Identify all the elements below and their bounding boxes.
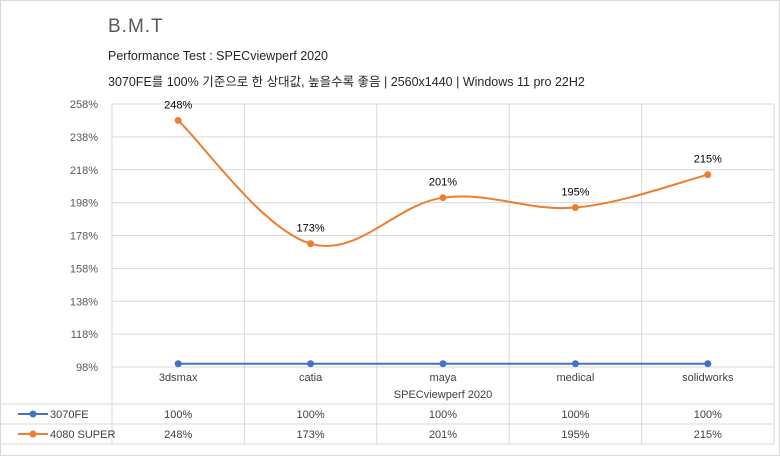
table-value-cell: 100% xyxy=(297,409,325,421)
table-value-cell: 100% xyxy=(694,409,722,421)
table-value-cell: 201% xyxy=(429,429,457,441)
chart-title: B.M.T xyxy=(108,16,164,37)
y-tick-label: 98% xyxy=(76,362,98,374)
data-table: 3070FE 100% 100% 100% 100% 100% 4080 SUPER 248%… xyxy=(0,403,774,445)
table-value-cell: 100% xyxy=(429,409,457,421)
data-point xyxy=(704,171,712,179)
data-label: 201% xyxy=(429,177,457,189)
series-line-1 xyxy=(177,119,709,247)
x-category-label: maya xyxy=(430,372,458,384)
x-axis-title: SPECviewperf 2020 xyxy=(394,389,492,401)
y-tick-label: 258% xyxy=(70,99,98,111)
series-lines xyxy=(174,116,712,368)
data-label: 173% xyxy=(297,223,325,235)
chart-subtitle-conditions: 3070FE를 100% 기준으로 한 상대값, 높을수록 좋음 | 2560x… xyxy=(108,75,585,89)
table-value-cell: 248% xyxy=(164,429,192,441)
data-point xyxy=(174,360,182,368)
data-point xyxy=(307,240,315,248)
y-axis-ticks: 98% 118% 138% 158% 178% 198% 218% 238% 258% xyxy=(70,99,98,374)
chart-subtitle-test: Performance Test : SPECviewperf 2020 xyxy=(108,49,329,63)
y-tick-label: 218% xyxy=(70,165,98,177)
data-point xyxy=(439,360,447,368)
data-label: 195% xyxy=(561,187,589,199)
table-value-cell: 173% xyxy=(297,429,325,441)
data-labels: 3dsmax catia maya medical solidworks SPECview… xyxy=(159,99,734,401)
data-point xyxy=(174,116,182,124)
gridlines xyxy=(111,103,775,444)
legend-marker-key xyxy=(29,410,37,418)
data-point xyxy=(571,204,579,212)
table-value-cell: 100% xyxy=(561,409,589,421)
x-category-label: catia xyxy=(299,372,323,384)
table-value-cell: 195% xyxy=(561,429,589,441)
x-category-label: medical xyxy=(556,372,594,384)
data-label: 215% xyxy=(694,154,722,166)
y-tick-label: 198% xyxy=(70,198,98,210)
x-category-label: solidworks xyxy=(682,372,734,384)
y-tick-label: 238% xyxy=(70,132,98,144)
data-point xyxy=(571,360,579,368)
y-tick-label: 178% xyxy=(70,231,98,243)
data-point xyxy=(307,360,315,368)
data-point xyxy=(704,360,712,368)
y-tick-label: 138% xyxy=(70,296,98,308)
data-label: 248% xyxy=(164,99,192,111)
legend-series-name: 3070FE xyxy=(50,409,89,421)
x-category-label: 3dsmax xyxy=(159,372,198,384)
legend-marker-key xyxy=(29,430,37,438)
data-point xyxy=(439,194,447,202)
table-value-cell: 215% xyxy=(694,429,722,441)
y-tick-label: 158% xyxy=(70,263,98,275)
legend-series-name: 4080 SUPER xyxy=(50,429,115,441)
table-value-cell: 100% xyxy=(164,409,192,421)
y-tick-label: 118% xyxy=(71,329,99,341)
